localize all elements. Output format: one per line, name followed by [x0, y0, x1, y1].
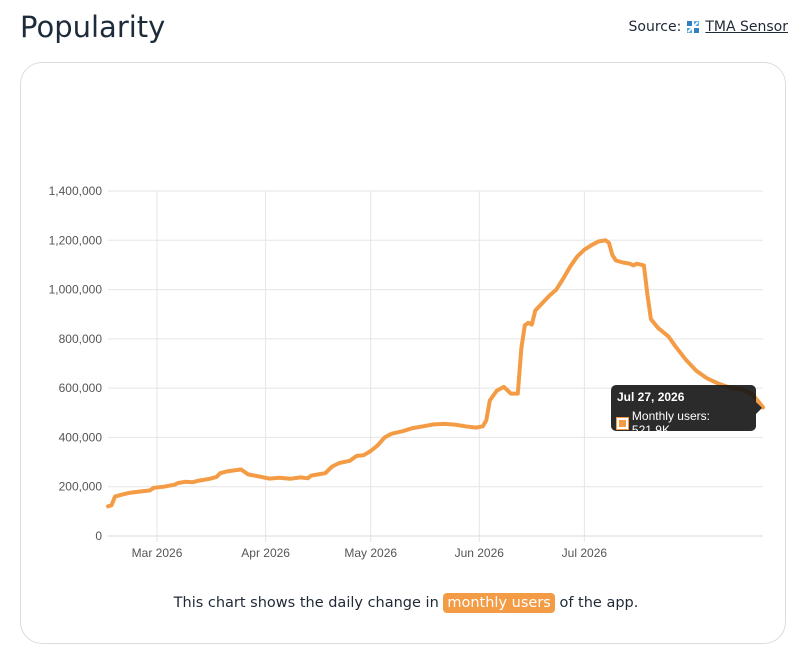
chart-card — [20, 62, 786, 644]
x-tick-label: Jun 2026 — [455, 546, 505, 560]
y-tick-label: 1,200,000 — [49, 233, 103, 247]
x-tick-label: Apr 2026 — [241, 546, 290, 560]
y-tick-label: 0 — [95, 529, 102, 543]
caption-highlight: monthly users — [443, 593, 555, 613]
tooltip-caret — [756, 402, 762, 414]
y-tick-label: 1,400,000 — [49, 184, 103, 198]
y-tick-label: 200,000 — [59, 480, 103, 494]
caption-text-before: This chart shows the daily change in — [173, 595, 439, 611]
y-tick-label: 1,000,000 — [49, 283, 103, 297]
x-tick-label: Jul 2026 — [562, 546, 608, 560]
source-label: Source: — [628, 19, 682, 35]
y-tick-label: 400,000 — [59, 430, 103, 444]
source-attribution: Source: TMA Sensor — [629, 19, 788, 35]
y-tick-label: 600,000 — [59, 381, 103, 395]
source-link[interactable]: TMA Sensor — [705, 19, 788, 35]
x-tick-label: May 2026 — [344, 546, 397, 560]
series-line-monthly-users — [106, 238, 765, 509]
tooltip-series-swatch — [616, 416, 629, 430]
chart-caption: This chart shows the daily change in mon… — [0, 593, 812, 613]
y-tick-label: 800,000 — [59, 332, 103, 346]
page-title: Popularity — [20, 10, 166, 44]
tooltip-value-row: Monthly users: 521.9K — [616, 409, 750, 437]
tma-sensor-logo-icon — [685, 19, 701, 35]
caption-text-after: of the app. — [559, 595, 639, 611]
x-tick-label: Mar 2026 — [132, 546, 183, 560]
tooltip-date: Jul 27, 2026 — [617, 390, 685, 404]
chart-tooltip: Jul 27, 2026 Monthly users: 521.9K — [611, 385, 762, 437]
tooltip-value: Monthly users: 521.9K — [631, 409, 710, 437]
